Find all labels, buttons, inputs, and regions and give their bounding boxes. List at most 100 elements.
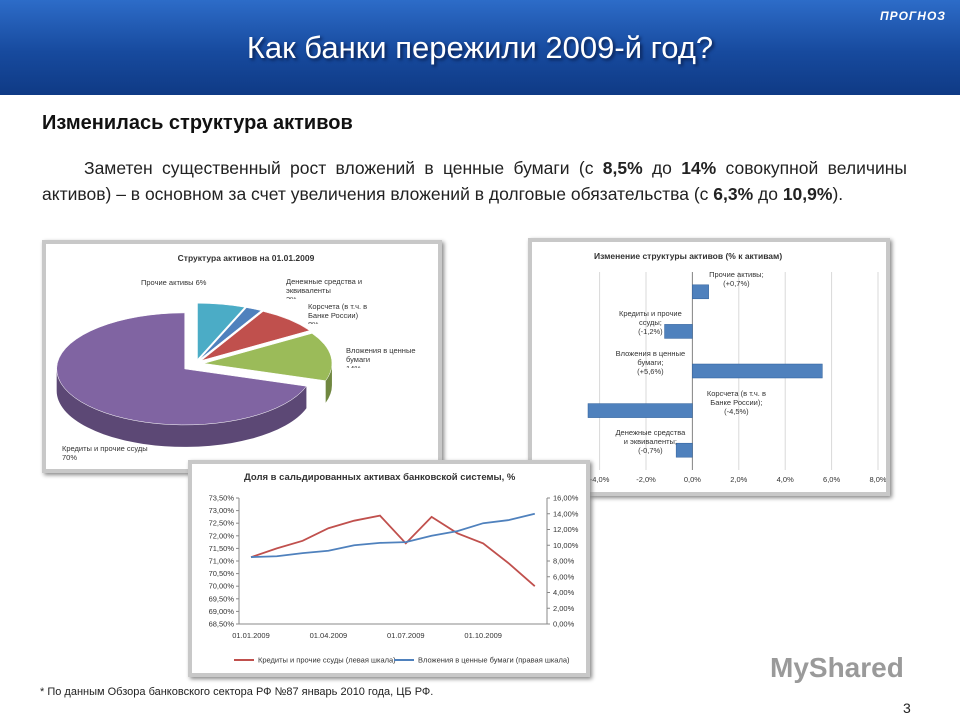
category-label: Вложения в ценные бумаги; — [615, 349, 686, 367]
data-label: Корсчета (в т.ч. в Банке России)8% — [308, 302, 386, 324]
label-box: Вложения в ценные бумаги;(+5,6%) — [614, 349, 686, 376]
text: совокупной величины активов) – в основно… — [42, 158, 907, 204]
y-tick-label: 72,50% — [209, 519, 235, 528]
x-tick-label: 01.01.2009 — [232, 631, 270, 640]
text-bold: 10,9% — [782, 184, 833, 204]
x-tick-label: -2,0% — [636, 475, 656, 484]
legend-label: Вложения в ценные бумаги (правая шкала) — [418, 656, 570, 665]
label-box: Корсчета (в т.ч. в Банке России);(-4,5%) — [700, 389, 772, 416]
x-tick-label: 01.10.2009 — [464, 631, 502, 640]
label-box: Кредиты и прочие ссуды;(-1,2%) — [614, 309, 686, 336]
y-tick-label: 68,50% — [209, 620, 235, 629]
category-label: Денежные средства и эквиваленты — [286, 277, 363, 295]
pie-depth — [56, 368, 307, 447]
y2-tick-label: 16,00% — [553, 494, 579, 503]
bar — [675, 442, 693, 458]
y2-tick-label: 2,00% — [553, 604, 575, 613]
value-label: (-0,7%) — [638, 446, 663, 456]
text-bold: 14% — [681, 158, 717, 178]
chart-title: Доля в сальдированных активах банковской… — [244, 472, 516, 483]
y2-tick-label: 14,00% — [553, 509, 579, 518]
label-box: Вложения в ценные бумаги14% — [346, 346, 416, 368]
value-label: (+5,6%) — [637, 367, 664, 376]
pie-slice — [56, 312, 307, 426]
category-label: Прочие активы; — [709, 269, 764, 279]
y-tick-label: 72,00% — [209, 531, 235, 540]
bar — [692, 284, 709, 300]
data-label: Вложения в ценные бумаги; (+5,6%) — [614, 349, 686, 376]
x-tick-label: 01.07.2009 — [387, 631, 425, 640]
value-label: (-4,5%) — [724, 406, 749, 416]
data-label: Кредиты и прочие ссуды; (-1,2%) — [614, 309, 686, 336]
text: Заметен существенный рост вложений в цен… — [84, 158, 603, 178]
page-number: 3 — [903, 700, 911, 716]
label-box: Денежные средства и эквиваленты2% — [286, 277, 366, 299]
label-box: Прочие активы;(+0,7%) — [700, 270, 772, 288]
value-label: (+0,7%) — [723, 278, 750, 288]
category-label: Корсчета (в т.ч. в Банке России) — [308, 302, 368, 320]
category-label: Прочие активы — [141, 278, 194, 287]
data-label: Денежные средства и эквиваленты; (-0,7%) — [614, 428, 686, 455]
y-tick-label: 71,00% — [209, 557, 235, 566]
value-label: 2% — [286, 295, 297, 299]
pie-slice — [201, 311, 311, 361]
category-label: Вложения в ценные бумаги — [346, 346, 416, 364]
pie-slice — [199, 307, 262, 360]
slide-title: Как банки пережили 2009-й год? — [246, 30, 714, 65]
value-label: 6% — [195, 278, 207, 287]
bar — [587, 403, 693, 418]
x-tick-label: 4,0% — [777, 475, 794, 484]
category-label: Кредиты и прочие ссуды — [62, 444, 148, 453]
chart-title: Изменение структуры активов (% к активам… — [594, 251, 782, 261]
text-bold: 8,5% — [602, 158, 643, 178]
chart-title: Структура активов на 01.01.2009 — [178, 253, 315, 263]
category-label: Денежные средства и эквиваленты; — [615, 428, 686, 447]
bar — [664, 324, 693, 339]
y-tick-label: 73,50% — [209, 494, 235, 503]
label-box: Денежные средства и эквиваленты;(-0,7%) — [614, 428, 686, 455]
y-tick-label: 70,00% — [209, 582, 235, 591]
data-label: Денежные средства и эквиваленты2% — [286, 277, 366, 299]
logo: ПРОГНОЗ — [879, 9, 946, 23]
pie-slice — [203, 333, 333, 381]
value-label: 14% — [346, 364, 361, 368]
x-tick-label: 01.04.2009 — [310, 631, 348, 640]
data-label: Прочие активы 6% — [141, 278, 231, 287]
y2-tick-label: 6,00% — [553, 572, 575, 581]
paragraph: Заметен существенный рост вложений в цен… — [42, 155, 907, 207]
value-label: 8% — [308, 320, 319, 324]
value-label: (-1,2%) — [638, 327, 663, 337]
chart: Доля в сальдированных активах банковской… — [209, 472, 579, 665]
category-label: Кредиты и прочие ссуды; — [618, 309, 682, 328]
chart: Структура активов на 01.01.2009 Прочие ак… — [56, 253, 416, 462]
label-box: Прочие активы 6% — [141, 278, 231, 287]
y-tick-label: 73,00% — [209, 506, 235, 515]
pie-depth — [325, 363, 332, 403]
chart-frame: Изменение структуры активов (% к активам… — [528, 238, 890, 496]
footnote: * По данным Обзора банковского сектора Р… — [40, 686, 434, 698]
line-series — [250, 512, 536, 558]
header: ПРОГНОЗ Как банки пережили 2009-й год? — [0, 0, 960, 95]
y2-tick-label: 10,00% — [553, 541, 579, 550]
y2-tick-label: 4,00% — [553, 588, 575, 597]
y2-tick-label: 12,00% — [553, 525, 579, 534]
category-label: Корсчета (в т.ч. в Банке России); — [706, 388, 766, 407]
y2-tick-label: 8,00% — [553, 557, 575, 566]
subtitle: Изменилась структура активов — [42, 112, 353, 134]
y-tick-label: 70,50% — [209, 569, 235, 578]
legend-label: Кредиты и прочие ссуды (левая шкала) — [258, 656, 396, 665]
chart-frame: Доля в сальдированных активах банковской… — [188, 460, 590, 677]
x-tick-label: 8,0% — [869, 475, 886, 484]
value-label: 70% — [62, 453, 78, 462]
watermark: MyShared — [770, 652, 904, 683]
text: до — [642, 158, 682, 178]
bar — [692, 363, 823, 379]
y-tick-label: 69,00% — [209, 607, 235, 616]
x-tick-label: 6,0% — [823, 475, 840, 484]
chart: Изменение структуры активов (% к активам… — [587, 251, 886, 484]
data-label: Корсчета (в т.ч. в Банке России); (-4,5%) — [700, 389, 772, 416]
data-label: Прочие активы; (+0,7%) — [700, 270, 772, 288]
text: до — [753, 184, 783, 204]
